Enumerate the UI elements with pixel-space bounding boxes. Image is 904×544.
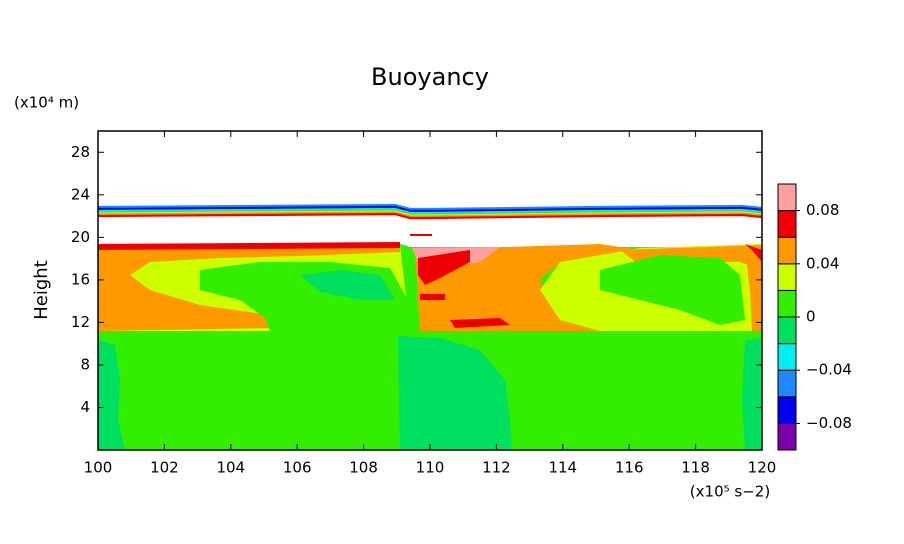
contour-line — [97, 205, 763, 213]
colorbar-swatch — [777, 343, 797, 371]
contour-line — [97, 212, 763, 220]
contour-field — [97, 203, 763, 450]
colorbar-swatch — [777, 183, 797, 212]
contour-region — [418, 250, 470, 285]
x-tick-label: 120 — [748, 459, 777, 477]
y-tick-label: 12 — [71, 313, 90, 331]
y-tick-label: 28 — [71, 143, 90, 161]
contour-region — [415, 244, 640, 331]
colorbar-swatch — [777, 316, 797, 345]
contour-region — [745, 250, 762, 331]
contour-region — [410, 234, 432, 236]
contour-region — [745, 244, 762, 262]
colorbar-tick-label: 0.04 — [806, 254, 839, 272]
contour-region — [450, 318, 510, 328]
colorbar-tick-label: −0.04 — [806, 361, 852, 379]
y-unit: (x10⁴ m) — [14, 94, 79, 112]
y-axis-label: Height — [31, 260, 52, 320]
x-tick-label: 102 — [150, 459, 179, 477]
y-tick-label: 24 — [71, 185, 90, 203]
colorbar-swatch — [777, 236, 797, 265]
y-tick-label: 20 — [71, 228, 90, 246]
x-tick-label: 100 — [84, 459, 113, 477]
colorbar-swatch — [777, 369, 797, 398]
x-tick-label: 116 — [615, 459, 644, 477]
colorbar-swatch — [777, 422, 797, 451]
colorbar-tick-label: 0 — [806, 308, 816, 326]
contour-line — [97, 203, 763, 211]
contour-line — [97, 211, 763, 218]
colorbar-swatch — [777, 396, 797, 424]
colorbar-tick-label: 0.08 — [806, 201, 839, 219]
colorbar-swatch — [777, 210, 797, 238]
contour-region — [98, 244, 400, 280]
x-tick-label: 114 — [548, 459, 577, 477]
contour-region — [400, 244, 420, 331]
contour-line — [97, 207, 763, 215]
x-tick-label: 108 — [349, 459, 378, 477]
x-tick-label: 118 — [681, 459, 710, 477]
contour-region — [420, 294, 445, 300]
contour-region — [600, 255, 745, 325]
contour-region — [742, 338, 762, 450]
x-tick-label: 112 — [482, 459, 511, 477]
contour-region — [98, 242, 400, 250]
y-tick-label: 16 — [71, 270, 90, 288]
chart-title: Buoyancy — [371, 63, 489, 91]
y-tick-label: 8 — [80, 355, 90, 373]
contour-region — [98, 340, 125, 450]
y-tick-label: 4 — [80, 398, 90, 416]
colorbar-swatch — [777, 263, 797, 291]
contour-region — [300, 270, 395, 300]
colorbar-tick-label: −0.08 — [806, 414, 852, 432]
x-tick-label: 106 — [283, 459, 312, 477]
x-tick-label: 104 — [216, 459, 245, 477]
contour-region — [398, 336, 512, 450]
x-unit: (x10⁵ s−2) — [690, 483, 770, 501]
x-tick-label: 110 — [416, 459, 445, 477]
colorbar-swatch — [777, 289, 797, 318]
contour-region — [98, 275, 270, 331]
